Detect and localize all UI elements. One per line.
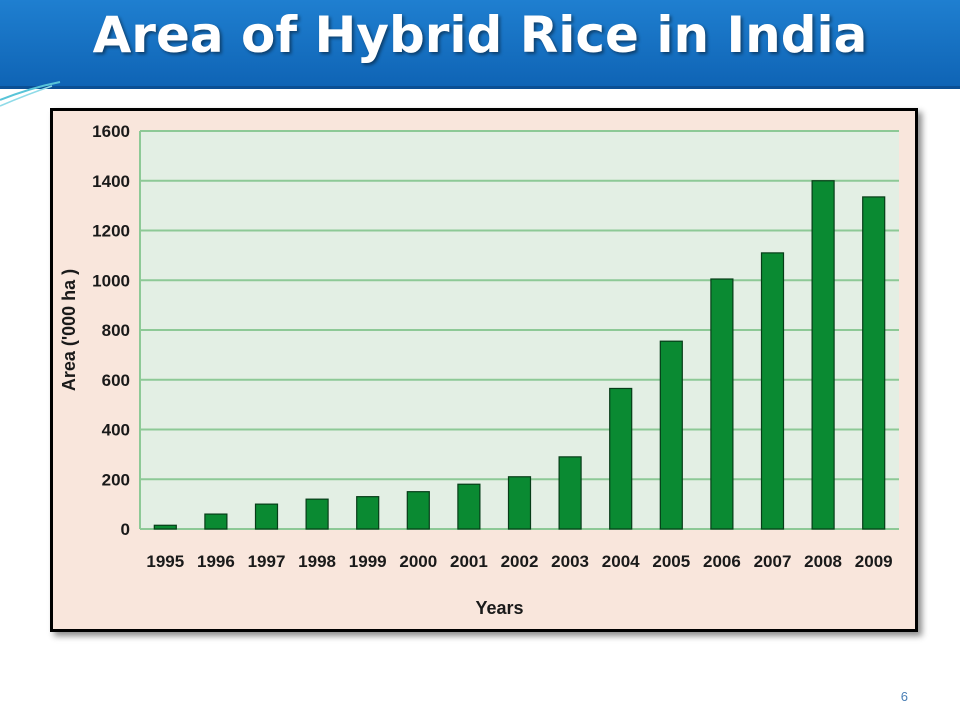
- x-axis-title: Years: [475, 598, 523, 618]
- decorative-swoosh: [0, 81, 61, 107]
- y-tick-label: 1600: [92, 122, 130, 141]
- bar-1996: [204, 513, 228, 530]
- bar-1999: [356, 496, 380, 530]
- y-axis-title: Area ('000 ha ): [59, 269, 79, 391]
- y-tick-label: 800: [102, 321, 130, 340]
- bar-2000: [406, 491, 430, 530]
- bar-2004: [609, 387, 633, 530]
- x-tick-label: 2000: [399, 552, 437, 571]
- x-tick-label: 2009: [855, 552, 893, 571]
- bar-2007: [760, 252, 785, 530]
- y-tick-label: 400: [102, 421, 130, 440]
- bar-2005: [659, 340, 683, 530]
- y-tick-label: 600: [102, 371, 130, 390]
- x-tick-label: 2006: [703, 552, 741, 571]
- slide-number: 6: [900, 689, 908, 704]
- x-tick-label: 2003: [551, 552, 589, 571]
- bar-chart: 0 200 400 600 800 1000 1200 1400 1600 1995 1996 199…: [59, 122, 899, 618]
- y-tick-label: 0: [121, 520, 130, 539]
- bar-2003: [558, 456, 582, 530]
- bar-2009: [862, 196, 886, 530]
- bar-2008: [811, 180, 835, 530]
- x-tick-label: 2008: [804, 552, 842, 571]
- x-tick-label: 1995: [146, 552, 184, 571]
- bar-2002: [507, 476, 532, 530]
- title-bar: Area of Hybrid Rice in India: [0, 0, 960, 89]
- bar-1998: [305, 498, 329, 530]
- bar-2006: [710, 278, 734, 530]
- bar-1997: [254, 503, 279, 530]
- bar-1995: [153, 524, 177, 530]
- bar-2001: [457, 483, 481, 530]
- y-tick-label: 1400: [92, 172, 130, 191]
- y-tick-label: 1000: [92, 271, 130, 290]
- x-tick-label: 2005: [652, 552, 690, 571]
- chart-frame: 0 200 400 600 800 1000 1200 1400 1600 1995 1996 199…: [50, 108, 918, 632]
- x-tick-label: 1998: [298, 552, 336, 571]
- x-tick-label: 1999: [349, 552, 387, 571]
- x-tick-label: 2001: [450, 552, 488, 571]
- slide-title: Area of Hybrid Rice in India: [92, 6, 868, 64]
- x-tick-label: 1997: [248, 552, 286, 571]
- y-tick-label: 200: [102, 470, 130, 489]
- x-tick-label: 2004: [602, 552, 640, 571]
- y-tick-label: 1200: [92, 222, 130, 241]
- x-tick-label: 2007: [754, 552, 792, 571]
- x-tick-label: 1996: [197, 552, 235, 571]
- x-tick-label: 2002: [501, 552, 539, 571]
